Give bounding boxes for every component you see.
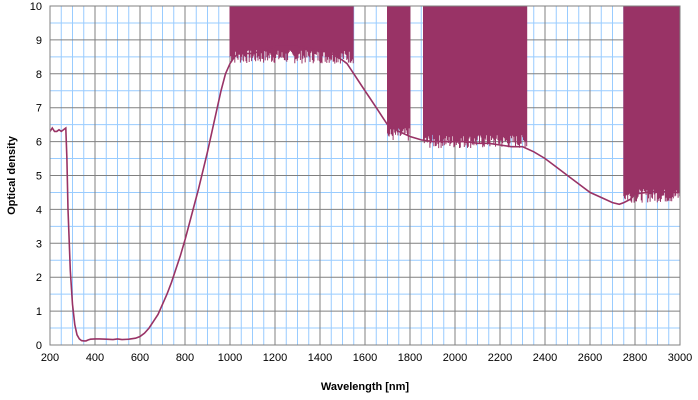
x-tick-label: 2400 (533, 352, 557, 364)
y-tick-label: 2 (36, 272, 42, 284)
y-tick-label: 1 (36, 306, 42, 318)
y-tick-label: 7 (36, 103, 42, 115)
x-tick-label: 400 (86, 352, 104, 364)
y-tick-label: 8 (36, 69, 42, 81)
x-tick-label: 2000 (443, 352, 467, 364)
y-tick-label: 9 (36, 35, 42, 47)
noise-bands (229, 6, 681, 203)
y-tick-label: 10 (30, 1, 42, 13)
x-tick-label: 2600 (578, 352, 602, 364)
noise-band (387, 6, 411, 141)
y-tick-labels: 0 1 2 3 4 5 6 7 8 9 10 (30, 1, 42, 352)
x-axis-title: Wavelength [nm] (321, 381, 410, 393)
noise-band (229, 6, 354, 64)
x-tick-label: 200 (41, 352, 59, 364)
x-tick-label: 800 (176, 352, 194, 364)
x-tick-label: 1000 (218, 352, 242, 364)
noise-band (423, 6, 528, 149)
x-tick-label: 1200 (263, 352, 287, 364)
x-tick-label: 1600 (353, 352, 377, 364)
x-tick-label: 2200 (488, 352, 512, 364)
series-line (49, 45, 680, 342)
plot-frame (49, 5, 681, 346)
y-tick-label: 6 (36, 137, 42, 149)
noise-band (623, 6, 681, 203)
y-tick-label: 4 (36, 204, 42, 216)
y-tick-label: 5 (36, 171, 42, 183)
y-axis-title: Optical density (6, 135, 18, 215)
x-tick-label: 3000 (668, 352, 692, 364)
x-tick-label: 1400 (308, 352, 332, 364)
y-tick-label: 3 (36, 238, 42, 250)
x-tick-label: 1800 (398, 352, 422, 364)
x-tick-label: 600 (131, 352, 149, 364)
y-tick-label: 0 (36, 340, 42, 352)
x-tick-label: 2800 (623, 352, 647, 364)
x-tick-labels: 200 400 600 800 1000 1200 1400 1600 1800 2000 2200… (41, 352, 692, 364)
